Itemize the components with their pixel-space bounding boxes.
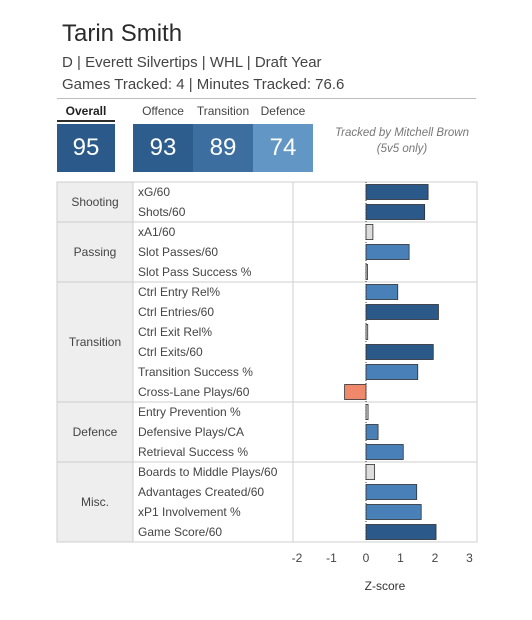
category-label: Transition xyxy=(69,335,121,349)
bar xyxy=(365,264,368,280)
bar xyxy=(365,204,426,220)
overall-score: 95 xyxy=(57,124,115,172)
chart-frame xyxy=(56,181,478,543)
metric-label: Slot Pass Success % xyxy=(138,265,252,279)
tracked-by-note: Tracked by Mitchell Brown (5v5 only) xyxy=(322,125,482,157)
metric-label: Entry Prevention % xyxy=(138,405,241,419)
bar xyxy=(365,504,422,520)
bar xyxy=(365,404,369,420)
metric-label: Slot Passes/60 xyxy=(138,245,218,259)
tracked-scope-line: (5v5 only) xyxy=(376,143,428,155)
metric-label: Retrieval Success % xyxy=(138,445,248,459)
metric-label: Ctrl Entry Rel% xyxy=(138,285,220,299)
header-divider xyxy=(57,98,476,99)
metric-label: Game Score/60 xyxy=(138,525,222,539)
x-tick-label: -2 xyxy=(292,551,303,565)
x-tick-label: -1 xyxy=(326,551,337,565)
metric-label: xG/60 xyxy=(138,185,170,199)
bar xyxy=(344,384,367,400)
bar xyxy=(365,364,419,380)
category-column-bg xyxy=(57,182,133,542)
bar xyxy=(365,344,434,360)
bar xyxy=(365,284,399,300)
bar xyxy=(365,184,429,200)
category-label: Passing xyxy=(74,245,117,259)
metric-label: Advantages Created/60 xyxy=(138,485,264,499)
bar xyxy=(365,224,374,240)
overall-underline xyxy=(57,120,115,122)
offence-label: Offence xyxy=(142,104,184,118)
offence-score: 93 xyxy=(133,124,193,172)
bar xyxy=(365,304,439,320)
category-label: Shooting xyxy=(71,195,118,209)
games-tracked-line: Games Tracked: 4 | Minutes Tracked: 76.6 xyxy=(62,76,345,93)
bar xyxy=(365,324,369,340)
bar xyxy=(365,424,379,440)
x-tick-label: 3 xyxy=(466,551,473,565)
category-label: Misc. xyxy=(81,495,109,509)
bar xyxy=(365,524,437,540)
x-axis-title: Z-score xyxy=(364,579,406,593)
metric-label: Cross-Lane Plays/60 xyxy=(138,385,250,399)
x-tick-label: 0 xyxy=(363,551,370,565)
metric-label: Boards to Middle Plays/60 xyxy=(138,465,278,479)
x-tick-label: 2 xyxy=(432,551,439,565)
tracked-by-line: Tracked by Mitchell Brown xyxy=(335,127,469,139)
metric-label: Shots/60 xyxy=(138,205,186,219)
metric-label: Ctrl Entries/60 xyxy=(138,305,214,319)
defence-label: Defence xyxy=(260,104,306,118)
overall-label: Overall xyxy=(65,104,107,118)
x-tick-label: 1 xyxy=(397,551,404,565)
player-info: D | Everett Silvertips | WHL | Draft Yea… xyxy=(62,54,322,71)
metric-label: Ctrl Exit Rel% xyxy=(138,325,212,339)
transition-label: Transition xyxy=(196,104,250,118)
metric-label: Ctrl Exits/60 xyxy=(138,345,203,359)
metric-label: Defensive Plays/CA xyxy=(138,425,244,439)
defence-score: 74 xyxy=(253,124,313,172)
metric-label: xA1/60 xyxy=(138,225,176,239)
bar xyxy=(365,244,410,260)
bar xyxy=(365,484,418,500)
bar xyxy=(365,464,376,480)
category-label: Defence xyxy=(73,425,118,439)
transition-score: 89 xyxy=(193,124,253,172)
player-name: Tarin Smith xyxy=(62,20,183,47)
metric-label: xP1 Involvement % xyxy=(138,505,241,519)
bar xyxy=(365,444,404,460)
metric-label: Transition Success % xyxy=(138,365,253,379)
